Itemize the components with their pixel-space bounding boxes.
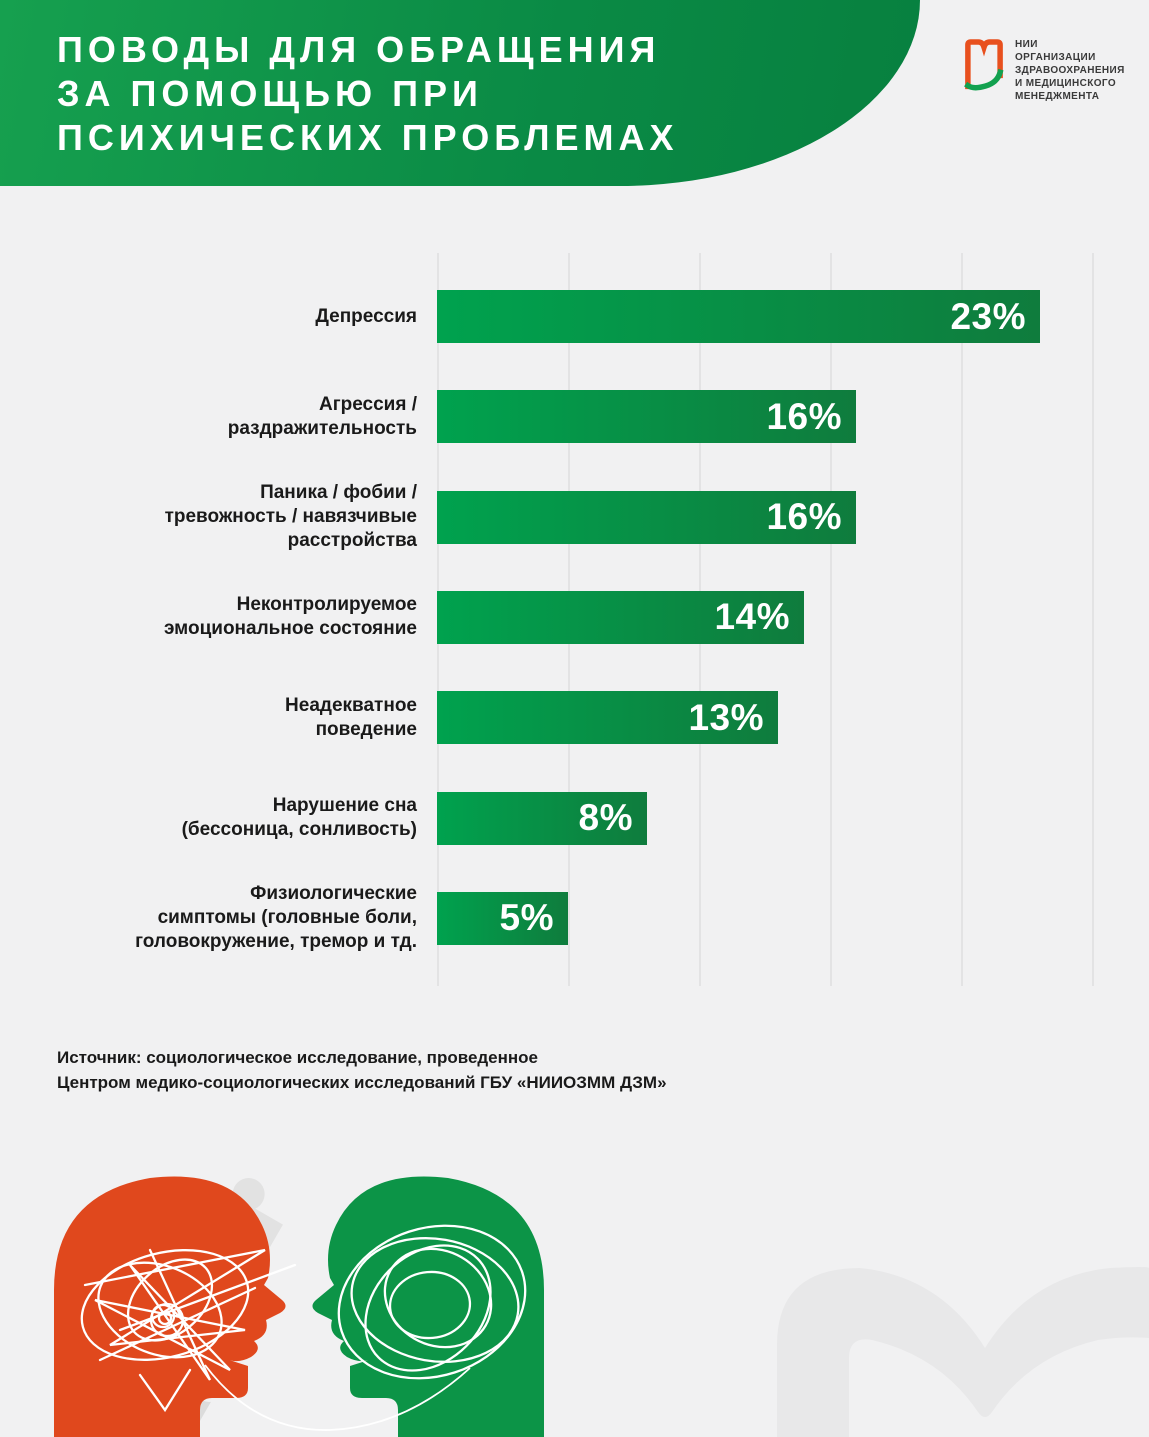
connection-line xyxy=(204,1364,471,1431)
open-book-logo-icon xyxy=(964,39,1004,91)
bar-value: 14% xyxy=(714,596,790,638)
bar-value: 8% xyxy=(578,797,633,838)
bar-label: Паника / фобии / тревожность / навязчивы… xyxy=(164,482,417,552)
bar-value: 16% xyxy=(766,496,842,538)
chart-row: Неадекватное поведение 13% xyxy=(0,691,1149,745)
bar: 13% xyxy=(437,691,778,745)
gridline xyxy=(961,253,963,986)
source-note: Источник: социологическое исследование, … xyxy=(57,1048,667,1092)
bar: 8% xyxy=(437,791,647,845)
bar-label: Агрессия / раздражительность xyxy=(227,393,417,439)
tangled-scribble xyxy=(80,1248,297,1413)
institute-logo: НИИ ОРГАНИЗАЦИИ ЗДРАВООХРАНЕНИЯ И МЕДИЦИ… xyxy=(962,34,1125,103)
green-head-silhouette xyxy=(312,1176,544,1437)
bar-value: 16% xyxy=(766,395,842,437)
bar: 5% xyxy=(437,891,568,945)
gridline xyxy=(830,253,832,986)
bar: 14% xyxy=(437,590,804,644)
book-watermark xyxy=(777,1267,1149,1437)
header-banner: ПОВОДЫ ДЛЯ ОБРАЩЕНИЯ ЗА ПОМОЩЬЮ ПРИ ПСИХ… xyxy=(0,0,920,186)
chart-row: Паника / фобии / тревожность / навязчивы… xyxy=(0,482,1149,551)
chart-row: Депрессия 23% xyxy=(0,290,1149,343)
bar-value: 5% xyxy=(499,897,554,939)
chart-row: Агрессия / раздражительность 16% xyxy=(0,390,1149,444)
bar: 16% xyxy=(437,490,856,544)
bar: 16% xyxy=(437,390,856,444)
chart-row: Физиологические симптомы (головные боли,… xyxy=(0,883,1149,952)
bar-label: Депрессия xyxy=(315,305,417,327)
page-title: ПОВОДЫ ДЛЯ ОБРАЩЕНИЯ ЗА ПОМОЩЬЮ ПРИ ПСИХ… xyxy=(57,29,679,158)
bar-chart: Депрессия 23% Агрессия / раздражительнос… xyxy=(0,253,1149,986)
chart-row: Неконтролируемое эмоциональное состояние… xyxy=(0,590,1149,644)
bar-value: 23% xyxy=(950,295,1026,337)
bar-label: Неадекватное поведение xyxy=(285,694,417,740)
bar-label: Неконтролируемое эмоциональное состояние xyxy=(163,594,417,640)
chart-row: Нарушение сна (бессоница, сонливость) 8% xyxy=(0,791,1149,845)
bar: 23% xyxy=(437,290,1040,343)
bar-value: 13% xyxy=(688,696,764,738)
bar-label: Нарушение сна (бессоница, сонливость) xyxy=(181,795,417,840)
institute-logo-text: НИИ ОРГАНИЗАЦИИ ЗДРАВООХРАНЕНИЯ И МЕДИЦИ… xyxy=(1015,39,1125,102)
two-heads-illustration xyxy=(54,1176,1149,1437)
gridline xyxy=(1092,253,1094,986)
bar-label: Физиологические симптомы (головные боли,… xyxy=(135,883,417,953)
loop-scribble xyxy=(337,1224,527,1380)
